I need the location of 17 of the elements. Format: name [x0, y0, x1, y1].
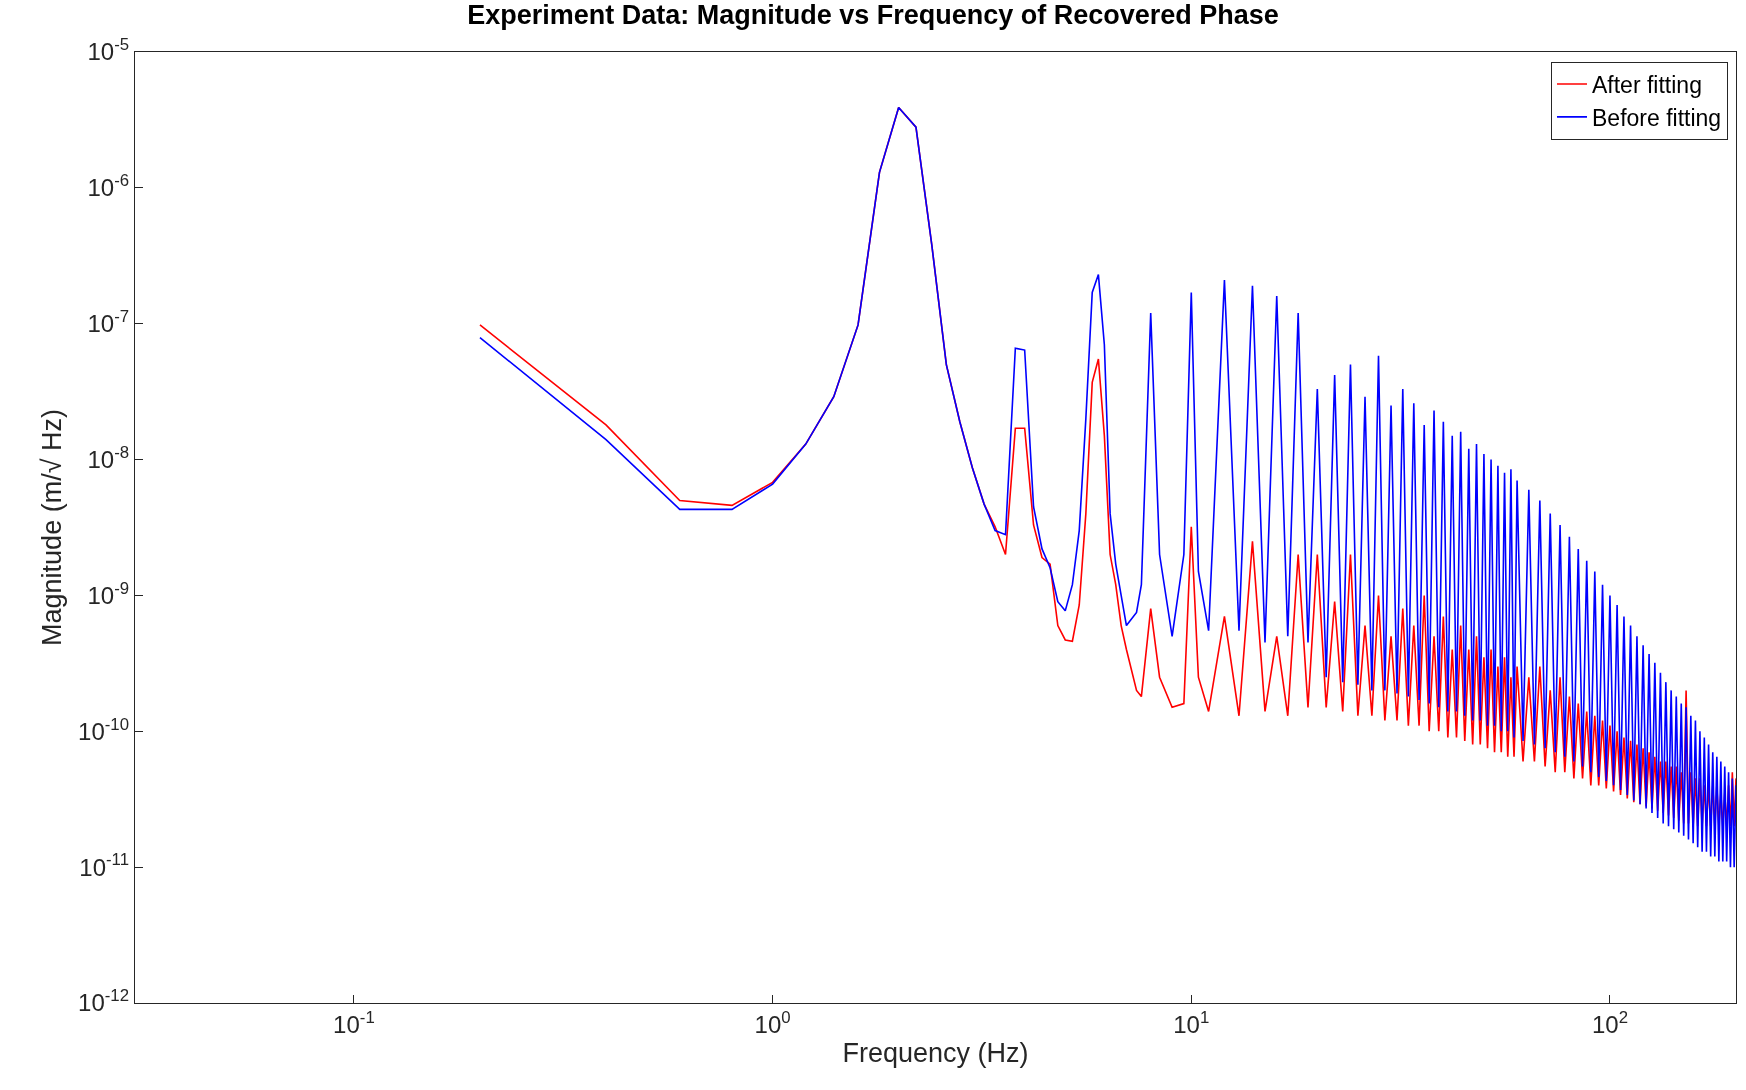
x-tick-label: 10$^{2}$	[1591, 1007, 1628, 1038]
y-tick-label: 10$^{-11}$	[79, 850, 130, 881]
y-tick-label: 10$^{-6}$	[87, 171, 130, 202]
legend-label: After fitting	[1591, 71, 1702, 98]
x-axis-title: Frequency (Hz)	[842, 1038, 1029, 1069]
y-tick-label: 10$^{-5}$	[87, 35, 130, 66]
x-tick-label: 10$^{-1}$	[333, 1007, 375, 1038]
y-tick-label: 10$^{-10}$	[78, 714, 130, 745]
y-axis-title: Magnitude (m/√ Hz)	[37, 409, 68, 646]
x-tick-label: 10$^{0}$	[754, 1007, 791, 1038]
y-tick-label: 10$^{-12}$	[78, 986, 130, 1017]
y-tick-label: 10$^{-9}$	[87, 578, 130, 609]
y-tick-label: 10$^{-7}$	[87, 307, 130, 338]
y-tick-label: 10$^{-8}$	[87, 442, 130, 473]
legend-label: Before fitting	[1591, 104, 1722, 131]
x-tick-label: 10$^{1}$	[1173, 1007, 1210, 1038]
chart-title: Experiment Data: Magnitude vs Frequency of Recovered Phase	[467, 0, 1279, 31]
